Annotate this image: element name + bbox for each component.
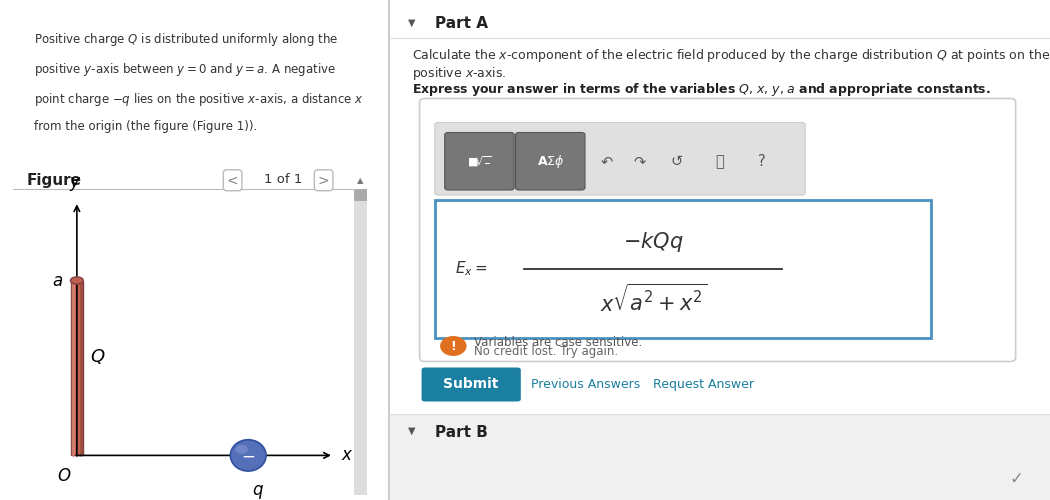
FancyBboxPatch shape bbox=[354, 189, 368, 202]
Text: ↷: ↷ bbox=[634, 154, 646, 169]
Text: <: < bbox=[227, 174, 238, 187]
Text: Variables are case sensitive.: Variables are case sensitive. bbox=[475, 336, 643, 348]
Text: Request Answer: Request Answer bbox=[653, 378, 754, 391]
Text: ▼: ▼ bbox=[408, 18, 416, 28]
Text: $Q$: $Q$ bbox=[89, 347, 105, 366]
Text: A$\Sigma\phi$: A$\Sigma\phi$ bbox=[537, 153, 564, 170]
Text: $y$: $y$ bbox=[69, 175, 81, 193]
Text: $\blacksquare\!\sqrt{\overline{\,\,}}$: $\blacksquare\!\sqrt{\overline{\,\,}}$ bbox=[467, 154, 491, 168]
Text: ▲: ▲ bbox=[357, 176, 363, 186]
Text: ⬛: ⬛ bbox=[715, 154, 723, 169]
Text: Submit: Submit bbox=[443, 378, 499, 392]
Text: $-kQq$: $-kQq$ bbox=[623, 230, 684, 254]
Text: point charge $-q$ lies on the positive $x$-axis, a distance $x$: point charge $-q$ lies on the positive $… bbox=[34, 90, 363, 108]
Text: from the origin (the figure (Figure 1)).: from the origin (the figure (Figure 1)). bbox=[34, 120, 257, 134]
Text: $E_x =$: $E_x =$ bbox=[455, 259, 487, 278]
FancyBboxPatch shape bbox=[435, 122, 805, 195]
FancyBboxPatch shape bbox=[354, 189, 368, 495]
FancyBboxPatch shape bbox=[388, 414, 1050, 500]
Text: ↺: ↺ bbox=[670, 154, 682, 169]
Text: Figure: Figure bbox=[27, 174, 82, 188]
FancyBboxPatch shape bbox=[388, 0, 1050, 415]
Text: Part A: Part A bbox=[435, 16, 488, 32]
FancyBboxPatch shape bbox=[516, 132, 585, 190]
Ellipse shape bbox=[235, 445, 248, 454]
Text: $a$: $a$ bbox=[51, 272, 63, 289]
Text: $\mathbf{Express\ your\ answer\ in\ terms\ of\ the\ variables}$ $\mathit{Q}$, $\: $\mathbf{Express\ your\ answer\ in\ term… bbox=[412, 81, 990, 98]
Text: Calculate the $x$-component of the electric field produced by the charge distrib: Calculate the $x$-component of the elect… bbox=[412, 48, 1050, 64]
Text: No credit lost. Try again.: No credit lost. Try again. bbox=[475, 344, 618, 358]
Text: $x$: $x$ bbox=[341, 446, 354, 464]
Text: ▼: ▼ bbox=[408, 426, 416, 436]
FancyBboxPatch shape bbox=[445, 132, 514, 190]
FancyBboxPatch shape bbox=[421, 368, 521, 402]
Text: Previous Answers: Previous Answers bbox=[530, 378, 639, 391]
Text: Positive charge $Q$ is distributed uniformly along the: Positive charge $Q$ is distributed unifo… bbox=[34, 31, 338, 48]
Ellipse shape bbox=[230, 440, 266, 471]
Text: Part B: Part B bbox=[435, 425, 487, 440]
FancyBboxPatch shape bbox=[435, 200, 931, 338]
Text: $x\sqrt{a^2+x^2}$: $x\sqrt{a^2+x^2}$ bbox=[600, 284, 707, 316]
Circle shape bbox=[440, 336, 466, 356]
Text: positive $x$-axis.: positive $x$-axis. bbox=[412, 65, 506, 82]
Text: >: > bbox=[318, 174, 330, 187]
Text: positive $y$-axis between $y = 0$ and $y = a$. A negative: positive $y$-axis between $y = 0$ and $y… bbox=[34, 61, 336, 78]
Text: !: ! bbox=[450, 340, 456, 352]
Text: 1 of 1: 1 of 1 bbox=[265, 174, 302, 186]
Text: $O$: $O$ bbox=[57, 467, 71, 485]
FancyBboxPatch shape bbox=[71, 280, 83, 456]
Text: ✓: ✓ bbox=[1010, 470, 1024, 488]
Text: $-$: $-$ bbox=[242, 446, 255, 464]
Text: $q$: $q$ bbox=[252, 484, 264, 500]
Text: ?: ? bbox=[758, 154, 766, 169]
Text: ↶: ↶ bbox=[601, 154, 613, 169]
Ellipse shape bbox=[70, 277, 83, 284]
FancyBboxPatch shape bbox=[420, 98, 1015, 362]
